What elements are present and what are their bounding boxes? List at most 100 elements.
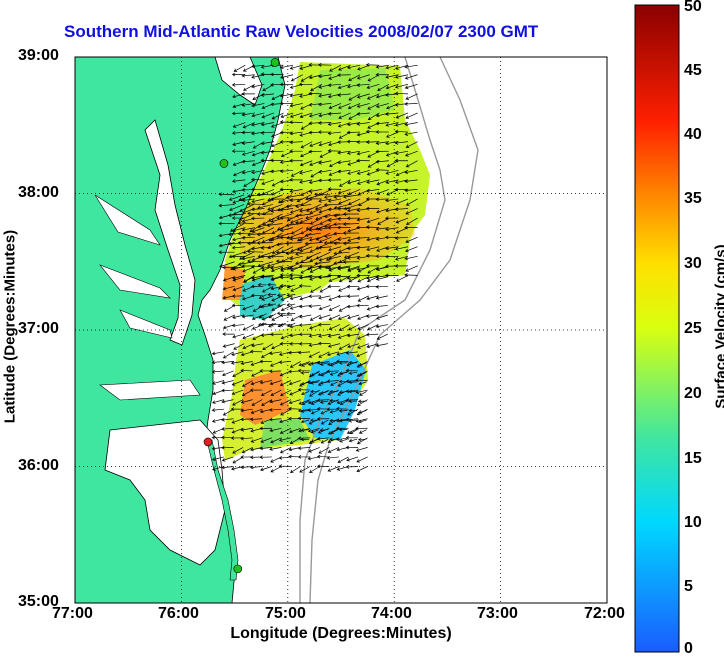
radar-sites bbox=[203, 58, 280, 574]
velocity-arrow bbox=[280, 408, 292, 416]
velocity-arrow bbox=[320, 419, 329, 425]
velocity-arrow bbox=[338, 418, 348, 423]
velocity-arrow bbox=[289, 236, 303, 241]
velocity-arrow bbox=[304, 241, 321, 246]
velocity-arrow bbox=[242, 380, 253, 387]
velocity-arrow bbox=[348, 93, 361, 101]
velocity-arrow bbox=[218, 213, 235, 220]
velocity-arrow bbox=[323, 194, 340, 199]
velocity-arrow bbox=[241, 91, 255, 96]
velocity-arrow bbox=[310, 418, 319, 423]
velocity-arrow bbox=[338, 390, 348, 394]
velocity-arrow bbox=[375, 266, 388, 271]
velocity-arrow bbox=[256, 232, 273, 237]
velocity-arrow bbox=[240, 408, 253, 413]
velocity-arrow bbox=[308, 351, 320, 358]
velocity-arrow bbox=[394, 264, 409, 268]
velocity-arrow bbox=[337, 314, 350, 320]
velocity-arrow bbox=[358, 410, 367, 414]
velocity-arrow bbox=[279, 64, 294, 70]
velocity-arrow bbox=[308, 294, 321, 299]
velocity-arrow bbox=[221, 417, 234, 422]
velocity-arrow bbox=[232, 314, 245, 319]
velocity-arrow bbox=[231, 72, 246, 77]
velocity-arrow bbox=[318, 121, 332, 125]
velocity-arrow bbox=[290, 285, 302, 292]
velocity-arrow bbox=[271, 295, 283, 302]
velocity-arrow bbox=[356, 245, 370, 250]
velocity-arrow bbox=[395, 217, 409, 224]
velocity-arrow bbox=[249, 349, 263, 354]
velocity-arrow bbox=[270, 466, 282, 473]
velocity-arrow bbox=[356, 158, 370, 163]
velocity-arrow bbox=[395, 83, 409, 89]
velocity-arrow bbox=[333, 222, 350, 227]
velocity-arrow bbox=[270, 285, 283, 291]
velocity-arrow bbox=[288, 399, 301, 405]
velocity-arrow bbox=[279, 187, 294, 192]
velocity-arrow bbox=[251, 122, 265, 127]
velocity-arrow bbox=[239, 251, 254, 260]
velocity-arrow bbox=[221, 465, 234, 470]
velocity-arrow bbox=[308, 91, 322, 96]
velocity-arrow bbox=[298, 342, 312, 346]
colorbar-tick: 15 bbox=[684, 450, 702, 467]
velocity-arrow bbox=[348, 418, 358, 423]
velocity-arrow bbox=[318, 160, 332, 165]
velocity-arrow bbox=[347, 314, 360, 320]
velocity-arrow bbox=[231, 111, 246, 116]
velocity-arrow bbox=[221, 360, 234, 365]
velocity-arrow bbox=[357, 314, 369, 321]
velocity-arrow bbox=[366, 343, 379, 349]
velocity-arrow bbox=[367, 266, 379, 274]
velocity-arrow bbox=[348, 371, 358, 375]
velocity-arrow bbox=[250, 216, 265, 221]
velocity-arrow bbox=[338, 112, 351, 119]
velocity-arrow bbox=[375, 197, 389, 202]
velocity-arrow bbox=[338, 343, 350, 350]
plot-frame bbox=[74, 56, 608, 604]
velocity-arrow bbox=[375, 64, 389, 69]
velocity-arrow bbox=[328, 305, 341, 311]
velocity-arrow bbox=[309, 160, 322, 166]
velocity-arrow bbox=[231, 389, 244, 396]
velocity-arrow bbox=[212, 399, 225, 404]
velocity-arrow bbox=[256, 212, 273, 216]
bay-tributary bbox=[119, 309, 173, 339]
velocity-arrow bbox=[290, 227, 303, 235]
velocity-arrow bbox=[316, 464, 330, 469]
velocity-arrow bbox=[338, 361, 348, 365]
velocity-arrow bbox=[376, 208, 389, 214]
velocity-green-north bbox=[310, 68, 395, 120]
velocity-arrow bbox=[345, 465, 359, 469]
velocity-arrow bbox=[356, 217, 370, 222]
velocity-arrow bbox=[404, 188, 418, 193]
velocity-arrow bbox=[307, 456, 320, 461]
velocity-arrow bbox=[289, 103, 303, 108]
velocity-arrow bbox=[286, 232, 302, 240]
velocity-arrow bbox=[231, 294, 245, 298]
velocity-arrow bbox=[267, 204, 283, 211]
velocity-arrow bbox=[262, 286, 274, 293]
colorbar-tick: 10 bbox=[684, 514, 702, 531]
velocity-arrow bbox=[365, 284, 379, 289]
velocity-arrow bbox=[249, 223, 264, 233]
velocity-arrow bbox=[345, 445, 359, 450]
velocity-arrow bbox=[356, 399, 368, 406]
grid-lines bbox=[75, 57, 607, 603]
velocity-arrow bbox=[326, 379, 339, 384]
velocity-arrow bbox=[280, 333, 293, 340]
velocity-arrow bbox=[395, 169, 409, 177]
velocity-arrow bbox=[231, 427, 244, 434]
velocity-arrow bbox=[338, 64, 351, 71]
velocity-arrows bbox=[211, 62, 418, 473]
velocity-arrow bbox=[295, 261, 312, 265]
velocity-arrow bbox=[375, 324, 388, 329]
velocity-arrow bbox=[404, 64, 418, 69]
velocity-arrow bbox=[308, 112, 322, 118]
velocity-arrow bbox=[304, 232, 321, 237]
velocity-arrow bbox=[375, 149, 389, 154]
velocity-arrow bbox=[297, 416, 311, 421]
velocity-arrow bbox=[365, 140, 380, 144]
velocity-orange-west bbox=[222, 265, 245, 300]
